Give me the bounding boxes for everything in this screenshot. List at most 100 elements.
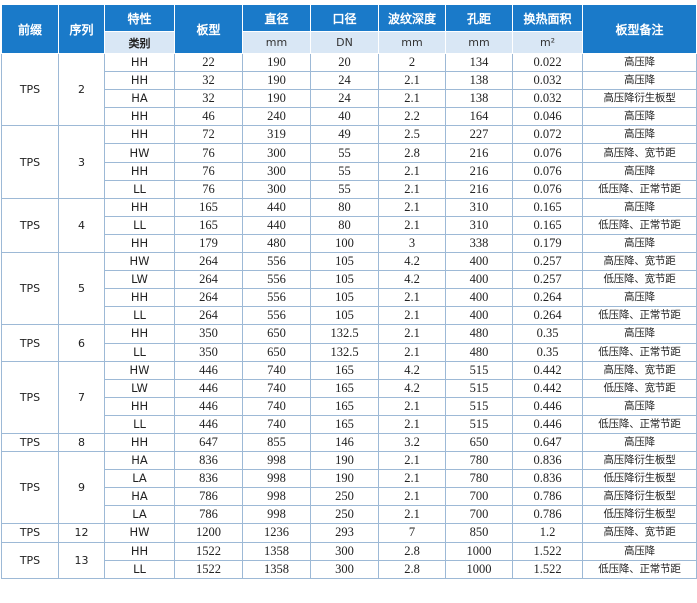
cell-category: HH bbox=[104, 233, 175, 254]
cell-corrugation-depth: 2.1 bbox=[378, 89, 446, 109]
cell-hole-distance: 400 bbox=[445, 252, 513, 272]
header-port: 口径 bbox=[310, 4, 379, 32]
cell-plate-type: 350 bbox=[174, 324, 243, 344]
cell-port: 190 bbox=[310, 451, 379, 471]
cell-port: 80 bbox=[310, 197, 379, 217]
cell-heat-area: 0.257 bbox=[512, 252, 583, 272]
cell-heat-area: 0.35 bbox=[512, 342, 583, 362]
cell-heat-area: 0.786 bbox=[512, 505, 583, 525]
cell-port: 55 bbox=[310, 143, 379, 163]
cell-series: 12 bbox=[58, 523, 105, 543]
cell-corrugation-depth: 2.1 bbox=[378, 288, 446, 308]
cell-plate-note: 低压降、正常节距 bbox=[582, 306, 697, 326]
cell-category: HH bbox=[104, 125, 175, 145]
cell-diameter: 556 bbox=[242, 306, 311, 326]
cell-plate-type: 32 bbox=[174, 71, 243, 91]
table-row: HH 46 240 40 2.2 164 0.046 高压降 bbox=[2, 107, 697, 127]
cell-plate-type: 647 bbox=[174, 432, 243, 453]
cell-category: LW bbox=[104, 270, 175, 290]
cell-corrugation-depth: 2.1 bbox=[378, 505, 446, 525]
cell-diameter: 300 bbox=[242, 179, 311, 199]
cell-hole-distance: 164 bbox=[445, 107, 513, 127]
cell-hole-distance: 400 bbox=[445, 288, 513, 308]
cell-series: 2 bbox=[58, 52, 105, 127]
cell-prefix: TPS bbox=[1, 324, 59, 362]
cell-hole-distance: 216 bbox=[445, 161, 513, 181]
cell-diameter: 240 bbox=[242, 107, 311, 127]
cell-plate-note: 高压降、宽节距 bbox=[582, 143, 697, 163]
cell-hole-distance: 338 bbox=[445, 233, 513, 254]
cell-heat-area: 0.786 bbox=[512, 487, 583, 507]
header-corrugation-depth: 波纹深度 bbox=[378, 4, 446, 32]
cell-hole-distance: 850 bbox=[445, 523, 513, 543]
cell-diameter: 740 bbox=[242, 378, 311, 398]
cell-plate-type: 32 bbox=[174, 89, 243, 109]
header-category: 类别 bbox=[104, 31, 175, 54]
cell-port: 100 bbox=[310, 233, 379, 254]
cell-plate-note: 高压降 bbox=[582, 396, 697, 416]
unit-depth: mm bbox=[378, 31, 446, 54]
cell-plate-type: 165 bbox=[174, 215, 243, 235]
cell-series: 5 bbox=[58, 252, 105, 326]
table-row: LL 264 556 105 2.1 400 0.264 低压降、正常节距 bbox=[2, 306, 697, 326]
table-row: HH 32 190 24 2.1 138 0.032 高压降 bbox=[2, 71, 697, 91]
cell-port: 300 bbox=[310, 559, 379, 579]
cell-hole-distance: 400 bbox=[445, 306, 513, 326]
cell-category: LL bbox=[104, 215, 175, 235]
cell-category: LL bbox=[104, 306, 175, 326]
cell-heat-area: 0.032 bbox=[512, 89, 583, 109]
cell-corrugation-depth: 2.1 bbox=[378, 71, 446, 91]
cell-port: 55 bbox=[310, 161, 379, 181]
cell-plate-note: 高压降 bbox=[582, 432, 697, 453]
cell-corrugation-depth: 2.1 bbox=[378, 197, 446, 217]
cell-port: 80 bbox=[310, 215, 379, 235]
plate-spec-table: 前缀 序列 特性 板型 直径 口径 波纹深度 孔距 换热面积 板型备注 类别 m… bbox=[1, 4, 697, 579]
cell-hole-distance: 515 bbox=[445, 360, 513, 380]
table-row: HH 264 556 105 2.1 400 0.264 高压降 bbox=[2, 288, 697, 308]
cell-prefix: TPS bbox=[1, 52, 59, 127]
header-hole-distance: 孔距 bbox=[445, 4, 513, 32]
table-row: HW 76 300 55 2.8 216 0.076 高压降、宽节距 bbox=[2, 143, 697, 163]
cell-plate-note: 高压降 bbox=[582, 324, 697, 344]
cell-heat-area: 1.522 bbox=[512, 559, 583, 579]
cell-plate-note: 高压降、宽节距 bbox=[582, 252, 697, 272]
table-header: 前缀 序列 特性 板型 直径 口径 波纹深度 孔距 换热面积 板型备注 类别 m… bbox=[1, 4, 697, 54]
cell-category: HA bbox=[104, 487, 175, 507]
cell-corrugation-depth: 2.2 bbox=[378, 107, 446, 127]
cell-port: 20 bbox=[310, 52, 379, 73]
cell-plate-type: 446 bbox=[174, 360, 243, 380]
cell-plate-note: 高压降 bbox=[582, 233, 697, 254]
cell-port: 165 bbox=[310, 396, 379, 416]
cell-heat-area: 0.072 bbox=[512, 125, 583, 145]
cell-port: 49 bbox=[310, 125, 379, 145]
cell-category: HH bbox=[104, 197, 175, 217]
cell-plate-type: 264 bbox=[174, 270, 243, 290]
cell-plate-type: 446 bbox=[174, 378, 243, 398]
cell-series: 9 bbox=[58, 451, 105, 525]
cell-corrugation-depth: 4.2 bbox=[378, 378, 446, 398]
cell-heat-area: 0.446 bbox=[512, 414, 583, 434]
cell-port: 55 bbox=[310, 179, 379, 199]
cell-plate-type: 1522 bbox=[174, 541, 243, 561]
cell-diameter: 1358 bbox=[242, 559, 311, 579]
cell-plate-note: 低压降、正常节距 bbox=[582, 342, 697, 362]
cell-port: 165 bbox=[310, 414, 379, 434]
cell-corrugation-depth: 2.1 bbox=[378, 487, 446, 507]
cell-diameter: 300 bbox=[242, 143, 311, 163]
cell-corrugation-depth: 2.5 bbox=[378, 125, 446, 145]
cell-hole-distance: 480 bbox=[445, 324, 513, 344]
cell-hole-distance: 1000 bbox=[445, 559, 513, 579]
cell-plate-type: 46 bbox=[174, 107, 243, 127]
cell-heat-area: 0.836 bbox=[512, 451, 583, 471]
cell-hole-distance: 310 bbox=[445, 197, 513, 217]
cell-diameter: 650 bbox=[242, 342, 311, 362]
cell-hole-distance: 227 bbox=[445, 125, 513, 145]
table-row: TPS 8 HH 647 855 146 3.2 650 0.647 高压降 bbox=[1, 432, 697, 453]
cell-corrugation-depth: 2.8 bbox=[378, 559, 446, 579]
table-body: TPS 2 HH 22 190 20 2 134 0.022 高压降 HH 32 190 24 2.1 138… bbox=[1, 52, 697, 579]
cell-corrugation-depth: 4.2 bbox=[378, 270, 446, 290]
cell-category: HH bbox=[104, 107, 175, 127]
cell-plate-note: 高压降 bbox=[582, 71, 697, 91]
cell-category: HH bbox=[104, 541, 175, 561]
cell-plate-note: 高压降 bbox=[582, 107, 697, 127]
